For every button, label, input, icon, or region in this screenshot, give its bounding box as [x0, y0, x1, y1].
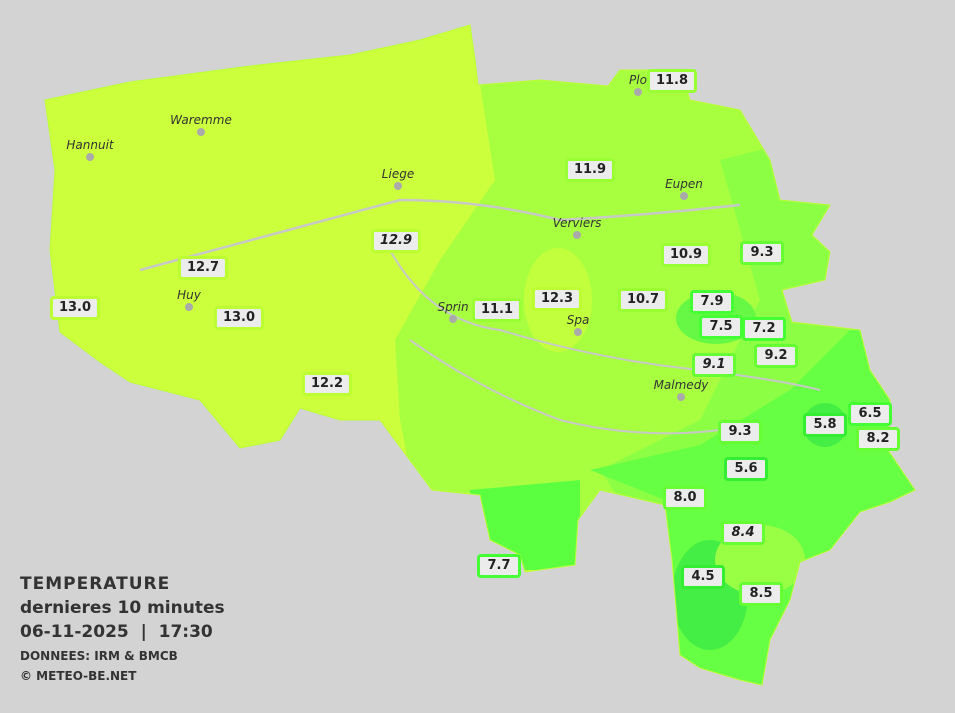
city-label: Huy: [177, 288, 201, 302]
station-temperature-label[interactable]: 7.5: [699, 315, 743, 339]
station-temperature-label[interactable]: 9.2: [754, 344, 798, 368]
city-label: Sprin: [437, 300, 469, 314]
station-temperature-label[interactable]: 8.4: [721, 521, 765, 545]
city-label: Plo: [629, 73, 647, 87]
station-temperature-label[interactable]: 7.2: [742, 317, 786, 341]
river-ourthe: [379, 229, 821, 391]
station-temperature-label[interactable]: 9.3: [740, 241, 784, 265]
city-marker-icon: [394, 182, 402, 190]
station-temperature-label[interactable]: 10.9: [660, 243, 712, 267]
station-temperature-label[interactable]: 12.9: [370, 229, 422, 253]
station-temperature-label[interactable]: 12.2: [301, 372, 353, 396]
city-marker-icon: [677, 393, 685, 401]
city-marker-icon: [185, 303, 193, 311]
station-temperature-label[interactable]: 4.5: [681, 565, 725, 589]
station-temperature-label[interactable]: 7.7: [477, 554, 521, 578]
legend-copyright: © METEO-BE.NET: [20, 669, 137, 683]
station-temperature-label[interactable]: 11.8: [646, 69, 698, 93]
city-marker-icon: [197, 128, 205, 136]
station-temperature-label[interactable]: 9.3: [718, 420, 762, 444]
station-temperature-label[interactable]: 5.6: [724, 457, 768, 481]
station-temperature-label[interactable]: 5.8: [803, 413, 847, 437]
station-temperature-label[interactable]: 10.7: [617, 288, 669, 312]
city-marker-icon: [634, 88, 642, 96]
legend-source: DONNEES: IRM & BMCB: [20, 649, 178, 663]
station-temperature-label[interactable]: 11.9: [564, 158, 616, 182]
station-temperature-label[interactable]: 8.5: [739, 582, 783, 606]
city-label: Waremme: [170, 113, 232, 127]
river-meuse: [139, 198, 741, 272]
legend-datetime: 06-11-2025 | 17:30: [20, 622, 213, 642]
legend-title: TEMPERATURE: [20, 574, 171, 594]
station-temperature-label[interactable]: 12.7: [177, 256, 229, 280]
station-temperature-label[interactable]: 9.1: [692, 353, 736, 377]
station-temperature-label[interactable]: 13.0: [49, 296, 101, 320]
legend-subtitle: dernieres 10 minutes: [20, 598, 225, 618]
station-temperature-label[interactable]: 11.1: [471, 298, 523, 322]
city-label: Spa: [566, 313, 590, 327]
station-temperature-label[interactable]: 6.5: [848, 402, 892, 426]
station-temperature-label[interactable]: 8.2: [856, 427, 900, 451]
city-label: Verviers: [552, 216, 602, 230]
city-label: Malmedy: [653, 378, 709, 392]
city-marker-icon: [574, 328, 582, 336]
city-marker-icon: [449, 315, 457, 323]
city-label: Eupen: [665, 177, 703, 191]
city-label: Hannuit: [66, 138, 114, 152]
city-marker-icon: [86, 153, 94, 161]
city-label: Liege: [381, 167, 415, 181]
station-temperature-label[interactable]: 12.3: [531, 287, 583, 311]
city-marker-icon: [680, 192, 688, 200]
station-temperature-label[interactable]: 13.0: [213, 306, 265, 330]
map-legend: TEMPERATURE dernieres 10 minutes 06-11-2…: [20, 572, 225, 686]
city-marker-icon: [573, 231, 581, 239]
river-ambleve: [409, 339, 721, 435]
station-temperature-label[interactable]: 8.0: [663, 486, 707, 510]
station-temperature-label[interactable]: 7.9: [690, 290, 734, 314]
